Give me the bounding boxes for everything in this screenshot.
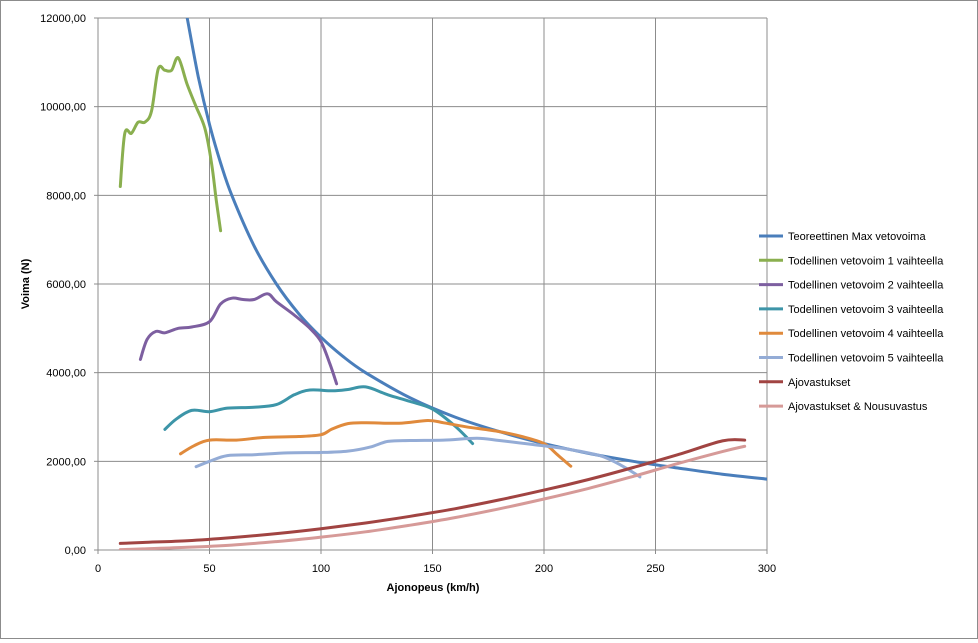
series-lines <box>118 18 767 550</box>
x-tick-label: 0 <box>95 563 101 575</box>
x-axis-title: Ajonopeus (km/h) <box>387 582 480 594</box>
series-line-6 <box>194 436 642 479</box>
legend-label-7: Ajovastukset <box>788 377 850 389</box>
series-line-5 <box>179 419 573 468</box>
y-tick-label: 2000,00 <box>46 456 86 468</box>
legend-label-2: Todellinen vetovoim 1 vaihteella <box>788 255 944 267</box>
grid-lines <box>98 17 768 550</box>
x-tick-label: 150 <box>423 563 441 575</box>
y-tick-label: 10000,00 <box>40 102 86 114</box>
legend-label-6: Todellinen vetovoim 5 vaihteella <box>788 353 944 365</box>
x-tick-label: 300 <box>758 563 776 575</box>
y-tick-label: 4000,00 <box>46 368 86 380</box>
legend-label-1: Teoreettinen Max vetovoima <box>788 231 926 243</box>
series-line-1 <box>185 18 767 481</box>
series-line-8 <box>118 444 747 550</box>
series-line-2 <box>118 56 223 233</box>
legend-label-4: Todellinen vetovoim 3 vaihteella <box>788 304 944 316</box>
y-tick-label: 8000,00 <box>46 190 86 202</box>
y-tick-label: 12000,00 <box>40 13 86 25</box>
x-tick-label: 100 <box>312 563 330 575</box>
series-line-7 <box>118 438 747 545</box>
axes <box>94 17 768 554</box>
legend-label-3: Todellinen vetovoim 2 vaihteella <box>788 280 944 292</box>
x-tick-label: 200 <box>535 563 553 575</box>
legend-label-8: Ajovastukset & Nousuvastus <box>788 401 928 413</box>
series-line-3 <box>138 292 339 386</box>
y-tick-label: 6000,00 <box>46 279 86 291</box>
series-line-4 <box>163 385 475 446</box>
y-tick-label: 0,00 <box>65 545 86 557</box>
legend: Teoreettinen Max vetovoima Todellinen vet… <box>759 231 944 413</box>
tick-labels: 0,00 2000,00 4000,00 6000,00 8000,00 10000,00… <box>40 13 776 575</box>
legend-label-5: Todellinen vetovoim 4 vaihteella <box>788 328 944 340</box>
x-tick-label: 50 <box>203 563 215 575</box>
y-axis-title: Voima (N) <box>20 258 32 309</box>
x-tick-label: 250 <box>646 563 664 575</box>
